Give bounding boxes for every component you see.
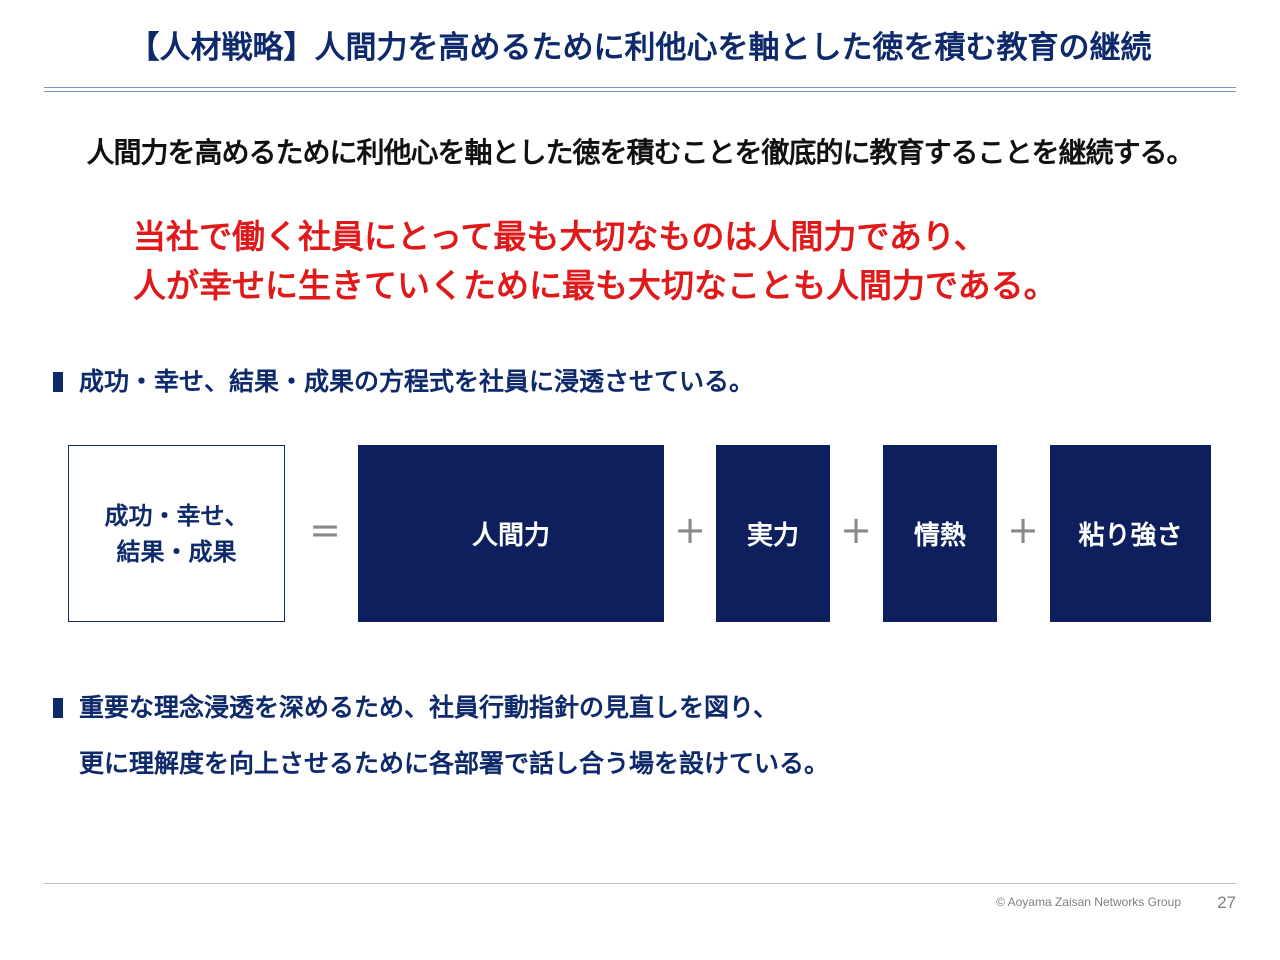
copyright-notice: © Aoyama Zaisan Networks Group [996, 895, 1181, 909]
equation-result-line-2: 結果・成果 [116, 537, 237, 566]
bullet-guidelines: 重要な理念浸透を深めるため、社員行動指針の見直しを図り、 [53, 688, 778, 724]
equation-result-line-1: 成功・幸せ、 [104, 501, 249, 530]
title-divider-top [44, 87, 1236, 88]
plus-sign: + [840, 508, 872, 552]
equation-term-ability: 実力 [716, 445, 830, 622]
bullet-text: 成功・幸せ、結果・成果の方程式を社員に浸透させている。 [79, 367, 755, 396]
page-number: 27 [1217, 893, 1236, 912]
highlight-line-1: 当社で働く社員にとって最も大切なものは人間力であり、 [133, 217, 987, 256]
equation-term-tenacity: 粘り強さ [1050, 445, 1211, 622]
footer-divider [44, 883, 1236, 884]
plus-sign: + [674, 508, 706, 552]
equation-term-human-power: 人間力 [358, 445, 664, 622]
slide-title: 【人材戦略】人間力を高めるために利他心を軸とした徳を積む教育の継続 [128, 30, 1152, 66]
equals-sign: = [309, 508, 341, 552]
equation-term-passion: 情熱 [883, 445, 997, 622]
highlight-message: 当社で働く社員にとって最も大切なものは人間力であり、 人が幸せに生きていくために… [133, 212, 1057, 310]
highlight-line-2: 人が幸せに生きていくために最も大切なことも人間力である。 [133, 266, 1057, 305]
lead-statement: 人間力を高めるために利他心を軸とした徳を積むことを徹底的に教育することを継続する… [86, 136, 1194, 169]
title-divider-bottom [44, 91, 1236, 92]
square-bullet-icon [53, 372, 63, 392]
equation-result-box: 成功・幸せ、 結果・成果 [68, 445, 285, 622]
bullet-equation-intro: 成功・幸せ、結果・成果の方程式を社員に浸透させている。 [53, 362, 754, 398]
plus-sign: + [1007, 508, 1039, 552]
bullet-guidelines-continuation: 更に理解度を向上させるために各部署で話し合う場を設けている。 [79, 749, 830, 778]
square-bullet-icon [53, 698, 63, 718]
bullet-text: 重要な理念浸透を深めるため、社員行動指針の見直しを図り、 [79, 693, 779, 722]
